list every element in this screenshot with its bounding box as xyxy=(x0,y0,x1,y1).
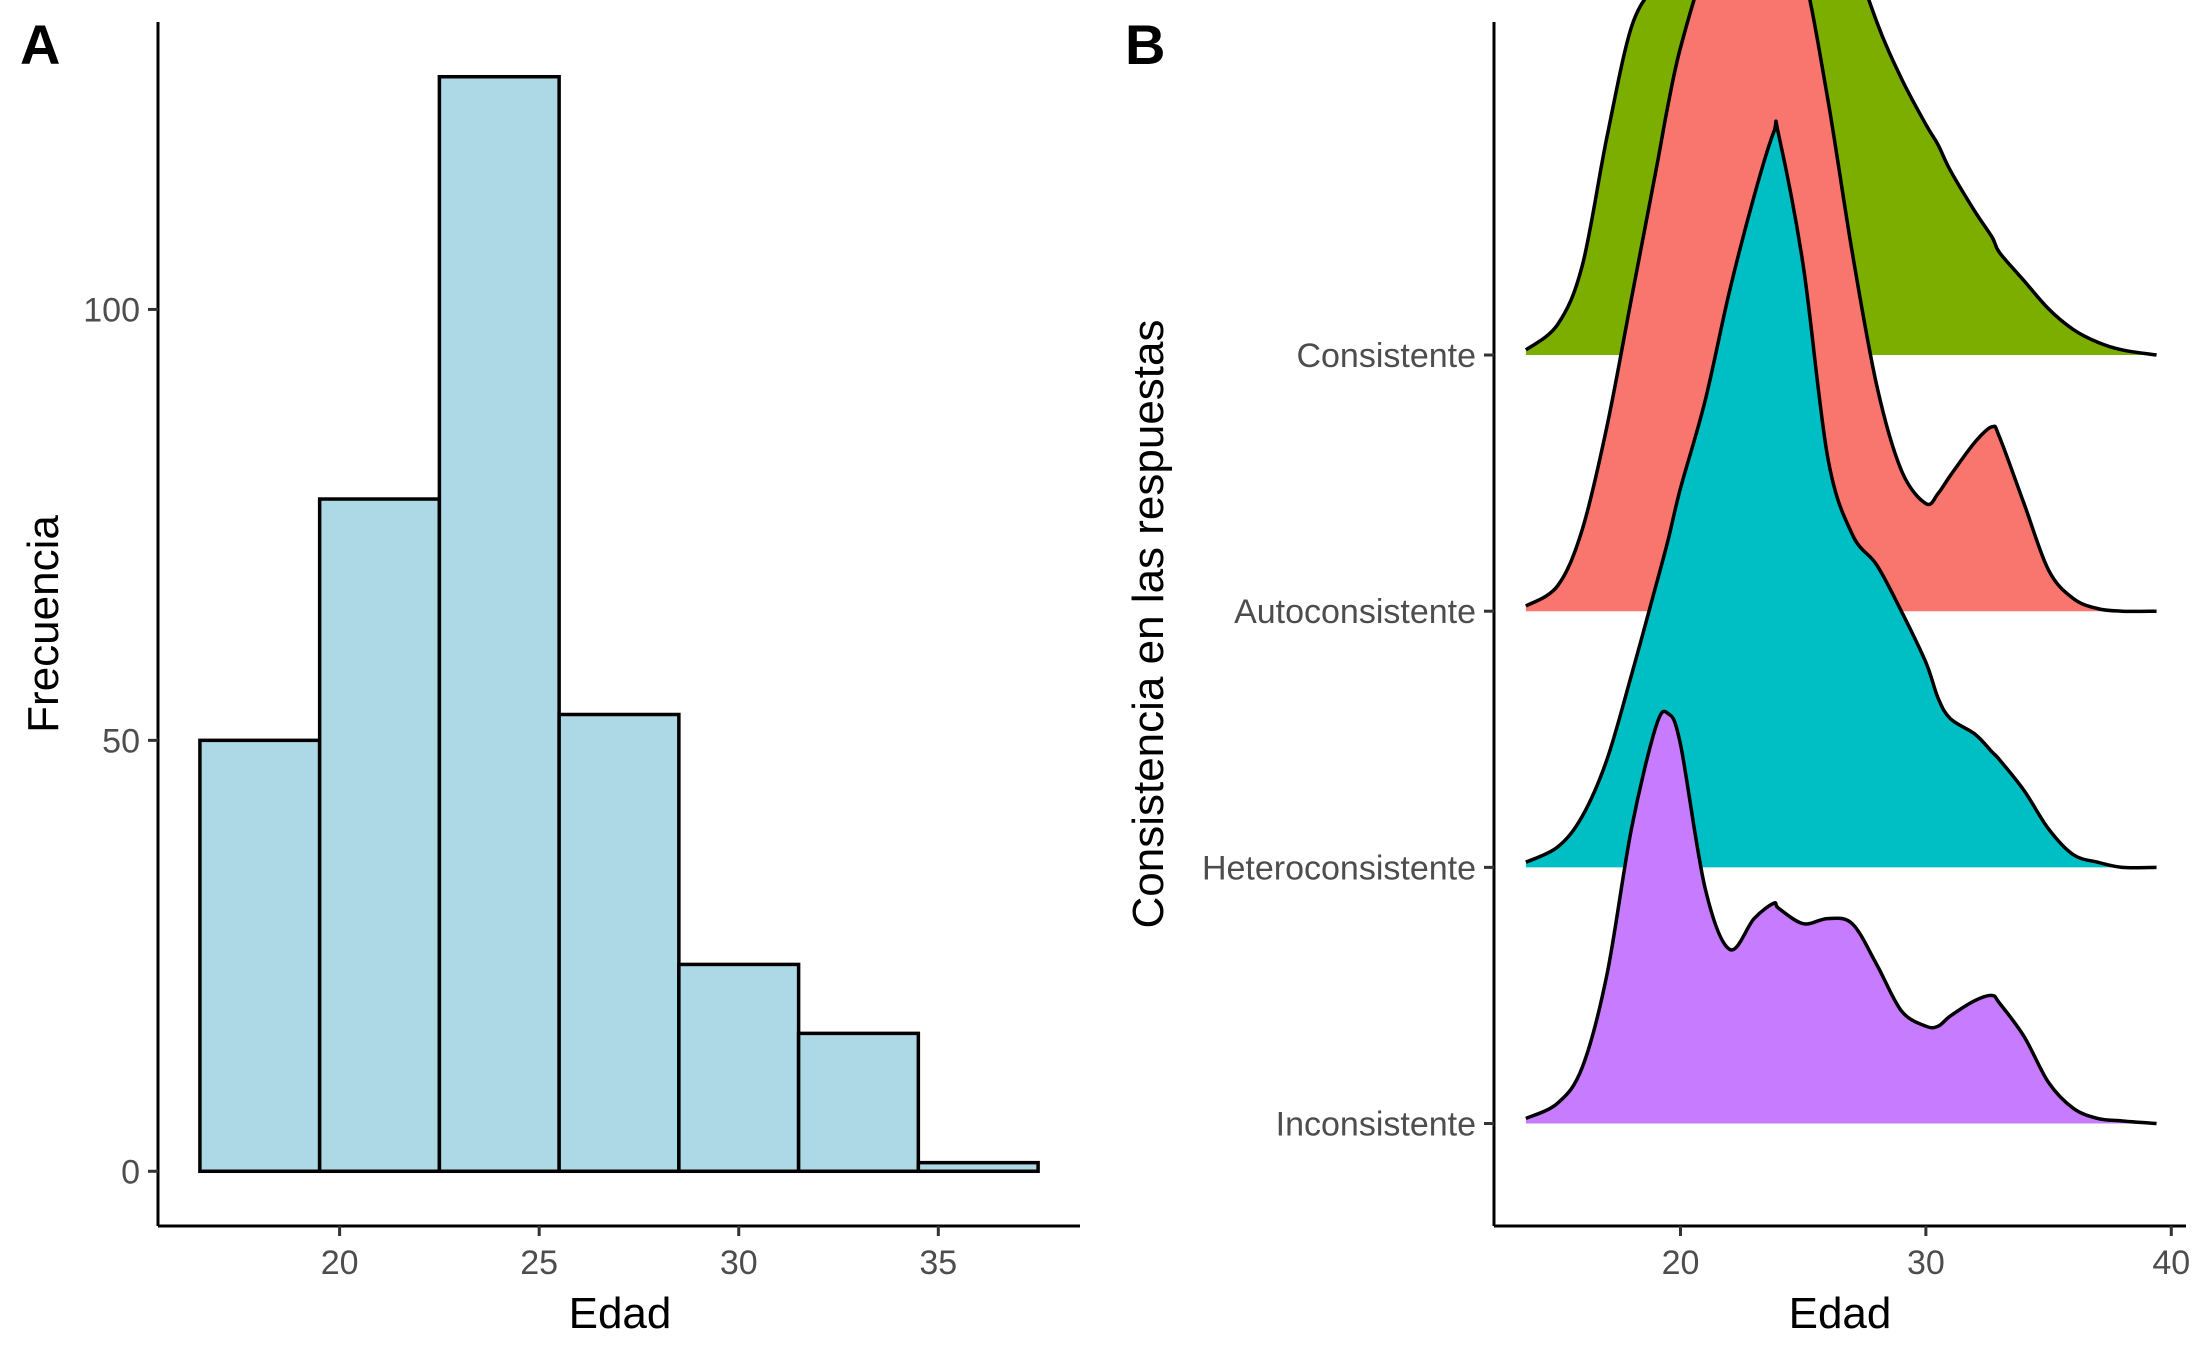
x-tick-label: 20 xyxy=(321,1244,359,1282)
x-tick-label: 20 xyxy=(1662,1244,1700,1282)
ridge-fill-autoconsistente xyxy=(1525,0,2157,612)
histogram-bar-3 xyxy=(437,74,561,1174)
ridge-inconsistente xyxy=(1525,709,2157,1126)
ridge-line-consistente xyxy=(1524,0,2157,357)
histogram-bar-5 xyxy=(677,962,801,1174)
x-tick-label: 30 xyxy=(1907,1244,1945,1282)
density-ridges xyxy=(1524,0,2157,1126)
y-tick-label: 100 xyxy=(83,291,140,329)
category-label-autoconsistente: Autoconsistente xyxy=(1234,593,1476,631)
ridge-fill-heteroconsistente xyxy=(1525,121,2157,868)
histogram-bar-1 xyxy=(198,738,322,1174)
x-tick-label: 30 xyxy=(720,1244,758,1282)
histogram-bar-7 xyxy=(916,1160,1040,1174)
category-label-inconsistente: Inconsistente xyxy=(1276,1106,1476,1144)
x-tick-label: 25 xyxy=(520,1244,558,1282)
category-ticks: Inconsistente Heteroconsistente Autoconsis… xyxy=(1202,337,1494,1144)
x-axis-title: Edad xyxy=(569,1289,672,1338)
y-axis-title: Consistencia en las respuestas xyxy=(1124,320,1173,929)
ridge-fill-inconsistente xyxy=(1525,711,2157,1124)
category-label-consistente: Consistente xyxy=(1296,337,1476,375)
x-tick-label: 35 xyxy=(919,1244,957,1282)
y-tick-label: 0 xyxy=(121,1153,140,1191)
panel-b-tag: B xyxy=(1125,13,1165,76)
y-ticks: 0 50 100 xyxy=(83,291,158,1191)
x-ticks: 20 30 40 xyxy=(1662,1226,2190,1282)
histogram-panel: A 0 50 100 20 25 30 35 Edad Frecuencia xyxy=(19,13,1080,1338)
histogram-bar-2 xyxy=(317,497,442,1174)
panel-a-tag: A xyxy=(20,13,60,76)
category-label-heteroconsistente: Heteroconsistente xyxy=(1202,849,1476,887)
ridgeline-panel: B Inconsistente Heteroconsistente Autocons… xyxy=(1124,0,2190,1338)
x-ticks: 20 25 30 35 xyxy=(321,1226,957,1282)
histogram-bar-4 xyxy=(557,712,681,1174)
ridge-heteroconsistente xyxy=(1525,119,2157,870)
ridge-line-inconsistente xyxy=(1525,709,2157,1126)
ridge-line-heteroconsistente xyxy=(1525,119,2157,870)
histogram-bars xyxy=(198,74,1040,1174)
ridge-line-autoconsistente xyxy=(1524,0,2157,614)
x-tick-label: 40 xyxy=(2152,1244,2190,1282)
y-tick-label: 50 xyxy=(102,722,140,760)
ridge-autoconsistente xyxy=(1524,0,2157,614)
y-axis-title: Frecuencia xyxy=(19,515,68,733)
x-axis-title: Edad xyxy=(1789,1289,1892,1338)
histogram-bar-6 xyxy=(796,1031,921,1174)
